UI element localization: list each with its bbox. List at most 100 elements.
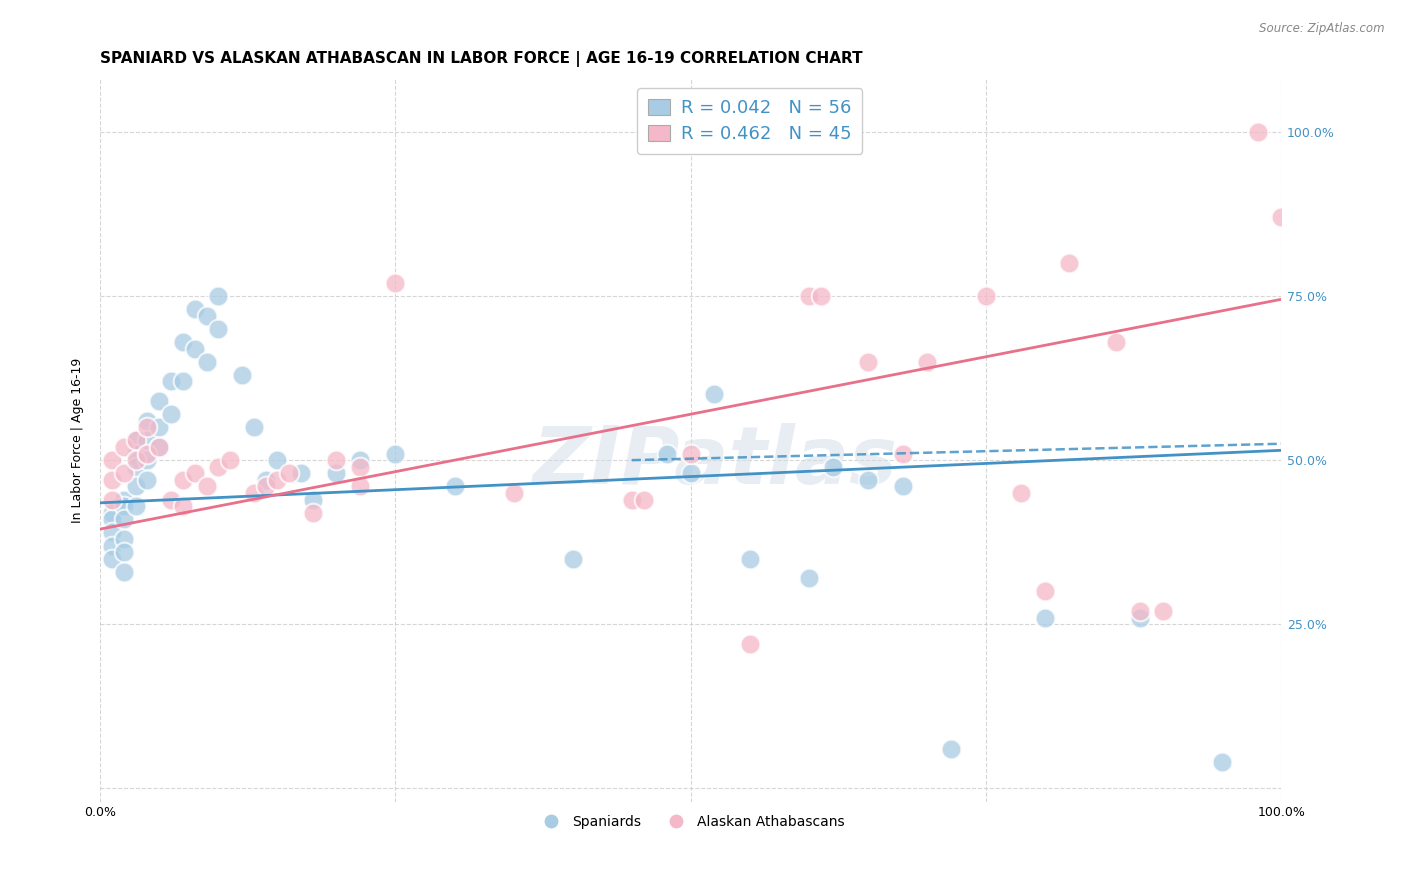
Point [112, 565, 135, 579]
Point [148, 420, 170, 434]
Point [349, 459, 371, 474]
Point [301, 492, 323, 507]
Point [172, 334, 194, 349]
Point [974, 289, 997, 303]
Point [172, 499, 194, 513]
Point [1247, 125, 1270, 139]
Point [856, 473, 879, 487]
Point [443, 479, 465, 493]
Point [738, 637, 761, 651]
Point [101, 512, 124, 526]
Point [172, 375, 194, 389]
Point [101, 492, 124, 507]
Point [384, 276, 406, 290]
Point [1033, 584, 1056, 599]
Point [266, 473, 288, 487]
Point [183, 302, 205, 317]
Point [172, 473, 194, 487]
Point [703, 387, 725, 401]
Point [633, 492, 655, 507]
Point [821, 459, 844, 474]
Point [195, 479, 218, 493]
Point [893, 479, 915, 493]
Point [290, 467, 312, 481]
Point [207, 289, 229, 303]
Point [1105, 334, 1128, 349]
Point [101, 551, 124, 566]
Text: SPANIARD VS ALASKAN ATHABASCAN IN LABOR FORCE | AGE 16-19 CORRELATION CHART: SPANIARD VS ALASKAN ATHABASCAN IN LABOR … [100, 51, 863, 67]
Point [183, 342, 205, 356]
Point [349, 453, 371, 467]
Point [679, 467, 702, 481]
Point [1152, 604, 1174, 618]
Point [738, 551, 761, 566]
Point [112, 499, 135, 513]
Point [148, 394, 170, 409]
Point [148, 440, 170, 454]
Point [231, 368, 253, 382]
Point [124, 453, 146, 467]
Point [136, 414, 159, 428]
Point [124, 459, 146, 474]
Point [915, 354, 938, 368]
Point [160, 375, 183, 389]
Point [893, 447, 915, 461]
Point [349, 479, 371, 493]
Point [254, 473, 277, 487]
Point [124, 479, 146, 493]
Point [797, 571, 820, 585]
Point [502, 486, 524, 500]
Point [242, 486, 264, 500]
Text: Source: ZipAtlas.com: Source: ZipAtlas.com [1260, 22, 1385, 36]
Point [679, 447, 702, 461]
Point [810, 289, 832, 303]
Point [136, 447, 159, 461]
Point [124, 434, 146, 448]
Point [242, 420, 264, 434]
Point [101, 525, 124, 540]
Point [101, 453, 124, 467]
Point [1129, 611, 1152, 625]
Point [1011, 486, 1033, 500]
Point [1057, 256, 1080, 270]
Text: ZIPatlas: ZIPatlas [531, 423, 897, 501]
Point [1270, 211, 1292, 225]
Point [124, 499, 146, 513]
Point [278, 467, 301, 481]
Point [136, 453, 159, 467]
Point [101, 506, 124, 520]
Point [1033, 611, 1056, 625]
Point [657, 447, 679, 461]
Point [1211, 755, 1233, 769]
Point [101, 539, 124, 553]
Point [620, 492, 643, 507]
Point [112, 512, 135, 526]
Point [266, 453, 288, 467]
Point [112, 440, 135, 454]
Point [219, 453, 242, 467]
Point [148, 440, 170, 454]
Legend: Spaniards, Alaskan Athabascans: Spaniards, Alaskan Athabascans [531, 809, 849, 834]
Point [160, 492, 183, 507]
Point [325, 453, 347, 467]
Point [856, 354, 879, 368]
Point [254, 479, 277, 493]
Point [183, 467, 205, 481]
Point [160, 407, 183, 421]
Point [561, 551, 583, 566]
Point [101, 473, 124, 487]
Point [195, 354, 218, 368]
Point [112, 532, 135, 546]
Point [136, 473, 159, 487]
Point [384, 447, 406, 461]
Point [112, 492, 135, 507]
Point [1129, 604, 1152, 618]
Y-axis label: In Labor Force | Age 16-19: In Labor Force | Age 16-19 [72, 358, 84, 523]
Point [124, 434, 146, 448]
Point [939, 742, 962, 756]
Point [797, 289, 820, 303]
Point [136, 420, 159, 434]
Point [301, 506, 323, 520]
Point [207, 322, 229, 336]
Point [207, 459, 229, 474]
